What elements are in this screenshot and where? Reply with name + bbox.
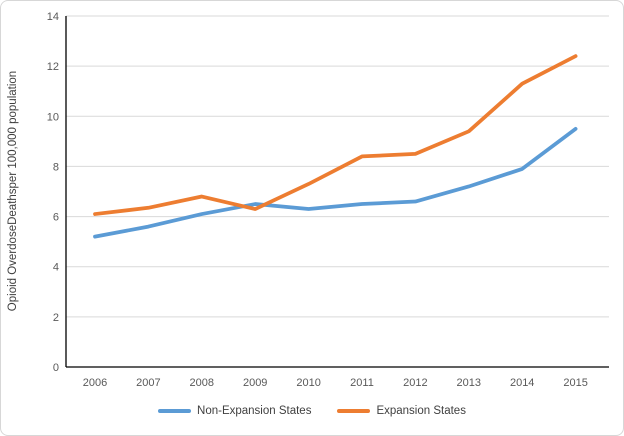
svg-text:2012: 2012 <box>403 377 427 389</box>
y-tick-labels: 0 2 4 6 8 10 12 14 <box>47 11 59 374</box>
svg-text:2015: 2015 <box>563 377 587 389</box>
svg-text:2006: 2006 <box>83 377 107 389</box>
svg-text:8: 8 <box>53 161 59 173</box>
legend-item-expansion: Expansion States <box>337 405 466 417</box>
svg-text:2013: 2013 <box>457 377 481 389</box>
svg-text:10: 10 <box>47 111 59 123</box>
svg-text:4: 4 <box>53 262 59 274</box>
legend: Non-Expansion States Expansion States <box>1 405 623 417</box>
svg-text:2007: 2007 <box>136 377 160 389</box>
svg-text:0: 0 <box>53 362 59 374</box>
y-axis-title: Opioid OverdoseDeathsper 100,000 populat… <box>7 70 19 312</box>
legend-line-swatch-non-expansion <box>158 409 192 413</box>
svg-text:2010: 2010 <box>296 377 320 389</box>
svg-text:2009: 2009 <box>243 377 267 389</box>
series-line-expansion-states <box>93 54 578 216</box>
legend-label-expansion: Expansion States <box>376 405 466 417</box>
svg-text:6: 6 <box>53 212 59 224</box>
svg-text:2008: 2008 <box>190 377 214 389</box>
series-line-non-expansion-states <box>93 126 578 239</box>
legend-line-swatch-expansion <box>337 409 371 413</box>
x-tick-labels: 2006 2007 2008 2009 2010 2011 2012 2013 2014 2015 <box>83 377 588 389</box>
svg-text:12: 12 <box>47 61 59 73</box>
legend-item-non-expansion: Non-Expansion States <box>158 405 311 417</box>
svg-text:2: 2 <box>53 312 59 324</box>
legend-label-non-expansion: Non-Expansion States <box>197 405 312 417</box>
svg-text:2011: 2011 <box>350 377 374 389</box>
svg-text:14: 14 <box>47 11 59 23</box>
gridlines <box>66 15 609 318</box>
svg-text:2014: 2014 <box>510 377 534 389</box>
